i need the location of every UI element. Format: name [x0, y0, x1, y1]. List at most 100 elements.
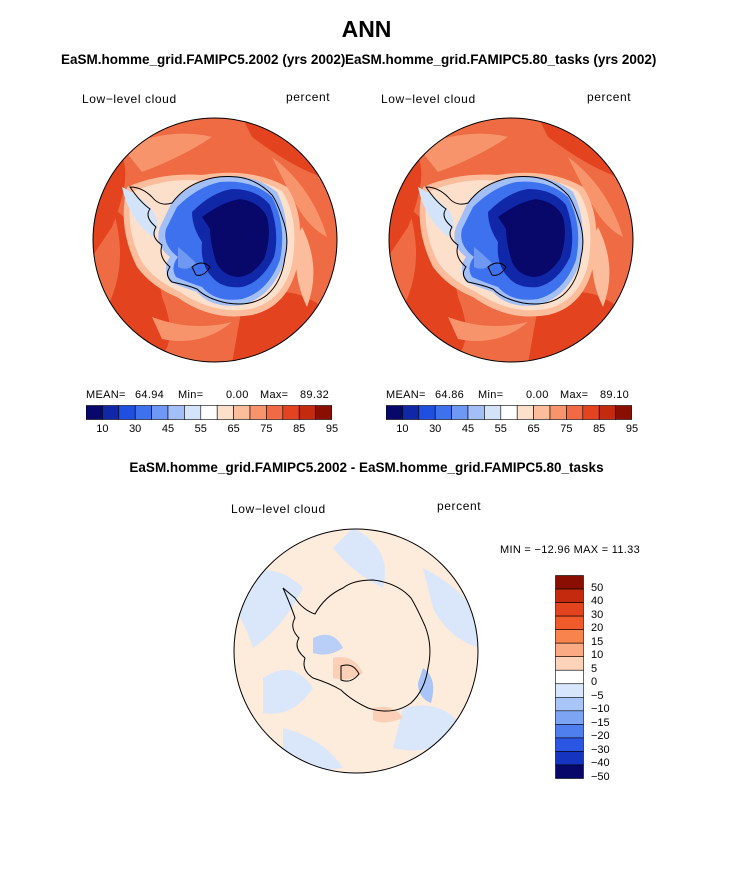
panel-1-colorbar-swatch	[167, 405, 185, 420]
panel-1-colorbar-swatch	[298, 405, 316, 420]
panel-2-colorbar-swatch	[386, 405, 403, 420]
panel-1-colorbar-tick-label: 65	[227, 423, 240, 435]
diff-polar-map	[233, 528, 479, 774]
panel-2-colorbar-swatch	[434, 405, 452, 420]
panel-1-colorbar-tick-label: 45	[161, 423, 175, 435]
panel-1-min-label: Min=	[178, 389, 204, 401]
diff-colorbar-tick-label: 20	[591, 622, 604, 635]
panel-1-colorbar-swatch	[184, 405, 202, 420]
diff-colorbar-tick-label: −10	[591, 703, 610, 716]
diff-units-label: percent	[437, 499, 482, 513]
diff-colorbar-tick-label: 5	[591, 662, 598, 675]
diff-colorbar-swatch	[555, 737, 584, 752]
diff-colorbar-tick-label: 30	[591, 608, 604, 621]
panel-1-colorbar-swatch	[102, 405, 120, 420]
panel-1-colorbar-tick-label: 30	[129, 423, 142, 435]
panel-2-colorbar-tick-label: 95	[625, 423, 639, 435]
panel-2-colorbar-swatch	[500, 405, 518, 420]
diff-colorbar-tick-label: 10	[591, 649, 604, 662]
diff-colorbar-swatch	[555, 764, 584, 779]
panel-1-colorbar-swatch	[86, 405, 103, 420]
panel-2-variable-label: Low−level cloud	[381, 92, 476, 106]
panel-2-colorbar-tick-label: 75	[560, 423, 573, 435]
panel-1-colorbar-tick-label: 55	[194, 423, 207, 435]
diff-colorbar-tick-label: −40	[591, 757, 610, 770]
panel-2-colorbar-swatch	[516, 405, 534, 420]
panel-2-colorbar-tick-label: 55	[494, 423, 507, 435]
diff-colorbar-swatch	[555, 751, 584, 766]
panel-1-subtitle: EaSM.homme_grid.FAMIPC5.2002 (yrs 2002)	[61, 52, 346, 67]
panel-2-colorbar-swatch	[582, 405, 600, 420]
panel-1-variable-label: Low−level cloud	[82, 92, 177, 106]
panel-2-colorbar-swatch	[533, 405, 551, 420]
panel-2-mean-value: 64.86	[435, 389, 465, 401]
diff-colorbar-tick-label: −15	[591, 716, 610, 729]
panel-1-colorbar-swatch	[216, 405, 234, 420]
panel-1-units-label: percent	[286, 90, 331, 104]
panel-1-colorbar-tick-label: 85	[293, 423, 306, 435]
diff-colorbar-tick-label: 15	[591, 635, 604, 648]
panel-1-colorbar-swatch	[266, 405, 284, 420]
panel-1-colorbar-swatch	[118, 405, 136, 420]
panel-2-min-label: Min=	[478, 389, 504, 401]
diff-colorbar-swatch	[555, 602, 584, 617]
diff-colorbar-tick-label: 0	[591, 676, 598, 689]
panel-2-colorbar-swatch	[566, 405, 584, 420]
diff-colorbar-tick-label: −50	[591, 771, 610, 783]
panel-2-min-value: 0.00	[526, 389, 549, 401]
panel-2-colorbar-tick-label: 85	[593, 423, 606, 435]
diff-variable-label: Low−level cloud	[231, 502, 326, 516]
diff-subtitle: EaSM.homme_grid.FAMIPC5.2002 - EaSM.homm…	[129, 460, 604, 475]
diff-colorbar-tick-label: −20	[591, 730, 610, 743]
panel-2-colorbar-swatch	[615, 405, 632, 420]
diff-colorbar-swatch	[555, 629, 584, 644]
diff-colorbar-swatch	[555, 588, 584, 603]
panel-1-colorbar-swatch	[315, 405, 332, 420]
diff-colorbar	[555, 575, 584, 779]
panel-1-colorbar-swatch	[249, 405, 267, 420]
panel-2-colorbar-swatch	[549, 405, 567, 420]
panel-2-colorbar-swatch	[402, 405, 420, 420]
panel-2-subtitle: EaSM.homme_grid.FAMIPC5.80_tasks (yrs 20…	[345, 52, 657, 67]
panel-2-colorbar	[386, 405, 632, 420]
diff-colorbar-swatch	[555, 683, 584, 698]
diff-colorbar-swatch	[555, 697, 584, 712]
panel-1-colorbar-tick-label: 75	[260, 423, 273, 435]
diff-colorbar-swatch	[555, 656, 584, 671]
panel-1-colorbar-swatch	[282, 405, 300, 420]
panel-1-polar-map	[92, 117, 338, 363]
diff-colorbar-swatch	[555, 724, 584, 739]
diff-colorbar-swatch	[555, 710, 584, 725]
panel-2-colorbar-tick-label: 10	[396, 423, 409, 435]
diff-minmax-label: MIN = −12.96 MAX = 11.33	[500, 544, 640, 556]
panel-1-colorbar-swatch	[233, 405, 251, 420]
panel-2-polar-map	[388, 117, 634, 363]
panel-2-max-value: 89.10	[600, 389, 630, 401]
panel-1-max-value: 89.32	[300, 389, 330, 401]
panel-1-colorbar	[86, 405, 332, 420]
panel-1-min-value: 0.00	[226, 389, 249, 401]
panel-2-max-label: Max=	[560, 389, 589, 401]
panel-2-colorbar-tick-label: 65	[527, 423, 540, 435]
panel-2-colorbar-tick-label: 45	[461, 423, 475, 435]
panel-2-colorbar-tick-label: 30	[429, 423, 442, 435]
diff-colorbar-swatch	[555, 615, 584, 630]
diff-colorbar-swatch	[555, 642, 584, 657]
panel-2-colorbar-swatch	[598, 405, 616, 420]
diff-colorbar-swatch	[555, 669, 584, 685]
panel-1-colorbar-tick-label: 95	[325, 423, 339, 435]
panel-2-colorbar-swatch	[467, 405, 485, 420]
panel-1-colorbar-swatch	[134, 405, 152, 420]
diff-colorbar-tick-label: −5	[591, 689, 604, 702]
panel-2-units-label: percent	[587, 90, 632, 104]
page-title: ANN	[341, 16, 392, 42]
diff-colorbar-swatch	[555, 575, 584, 590]
panel-2-mean-label: MEAN=	[386, 389, 426, 401]
diff-colorbar-tick-label: −30	[591, 743, 610, 756]
panel-1-colorbar-swatch	[200, 405, 218, 420]
panel-1-colorbar-tick-label: 10	[96, 423, 109, 435]
panel-1-colorbar-swatch	[151, 405, 169, 420]
panel-2-colorbar-swatch	[451, 405, 469, 420]
panel-2-colorbar-swatch	[418, 405, 436, 420]
panel-2-colorbar-swatch	[484, 405, 502, 420]
